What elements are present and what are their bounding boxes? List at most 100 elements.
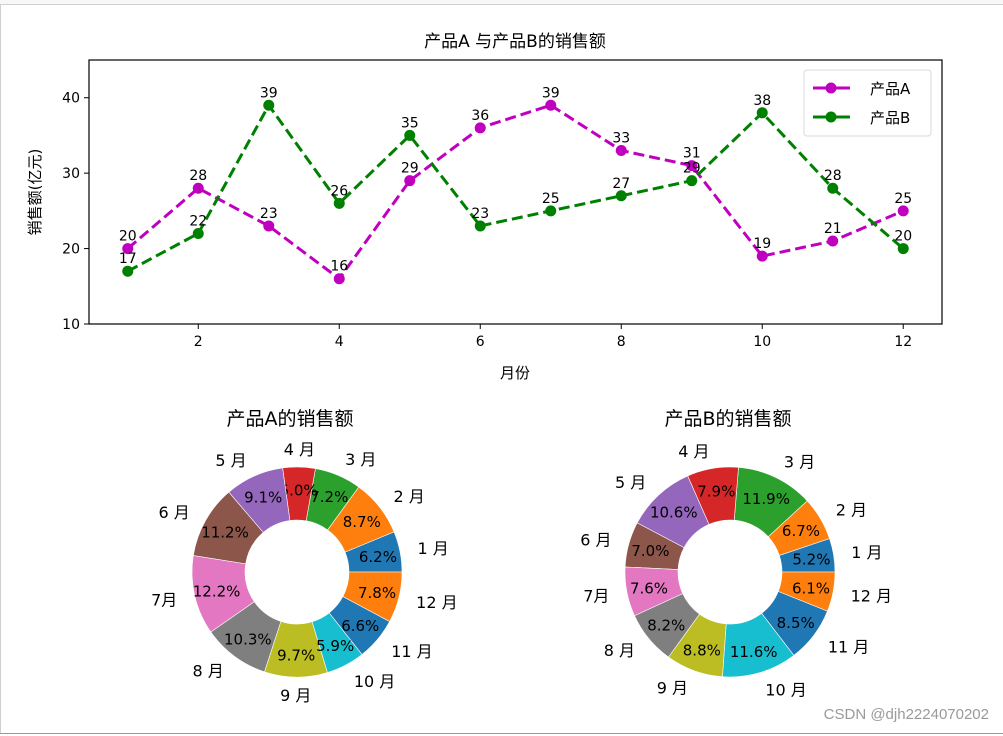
data-label: 29: [401, 161, 419, 177]
slice-month-label: 3 月: [784, 453, 815, 472]
slice-month-label: 5 月: [615, 473, 646, 492]
data-label: 31: [683, 146, 701, 162]
slice-month-label: 6 月: [580, 531, 611, 550]
slice-percent-label: 7.8%: [358, 584, 396, 602]
data-label: 29: [683, 161, 701, 177]
y-axis: 10 20 30 40: [62, 91, 89, 333]
slice-percent-label: 5.2%: [792, 551, 830, 569]
data-point: [545, 99, 557, 111]
slice-month-label: 4 月: [678, 442, 709, 461]
x-tick-label: 4: [335, 334, 344, 350]
data-point: [192, 227, 204, 239]
y-tick-label: 30: [62, 166, 80, 182]
series-product-a: 20 28 23 16 29 36 39 33 31 19 21 25: [119, 85, 912, 285]
data-label: 16: [330, 259, 348, 275]
x-axis-label: 月份: [500, 364, 530, 382]
slice-month-label: 1 月: [851, 543, 882, 562]
data-point: [404, 175, 416, 187]
slice-percent-label: 7.2%: [310, 488, 348, 506]
line-chart-title: 产品A 与产品B的销售额: [424, 32, 606, 52]
slice-percent-label: 8.2%: [647, 616, 685, 634]
slice-percent-label: 10.3%: [224, 630, 272, 648]
slice-month-label: 3 月: [345, 450, 376, 469]
data-point: [897, 205, 909, 217]
x-tick-label: 8: [617, 334, 626, 350]
data-point: [122, 243, 134, 255]
y-tick-label: 10: [62, 317, 80, 333]
series-line: [127, 102, 905, 273]
slice-month-label: 11 月: [828, 637, 869, 656]
x-tick-label: 12: [894, 334, 912, 350]
data-label: 39: [260, 85, 278, 101]
legend-marker-a: [825, 82, 837, 94]
data-point: [756, 107, 768, 119]
legend-label-b: 产品B: [870, 109, 910, 127]
y-axis-label: 销售额(亿元): [26, 149, 44, 236]
data-point: [474, 220, 486, 232]
slice-percent-label: 11.6%: [730, 643, 778, 661]
slice-percent-label: 8.7%: [343, 513, 381, 531]
slice-month-label: 10 月: [354, 672, 395, 691]
legend-item-product-b: 产品B: [813, 109, 910, 127]
data-point: [686, 160, 698, 172]
data-point: [615, 145, 627, 157]
window-bottom-border: [0, 733, 1003, 734]
slice-percent-label: 8.8%: [683, 642, 721, 660]
data-label: 17: [119, 251, 137, 267]
slice-percent-label: 6.1%: [792, 580, 830, 598]
data-label: 23: [260, 206, 278, 222]
donut-slice: [777, 571, 836, 612]
donut-chart-product-a: 产品A的销售额 6.2% 1 月 8.7% 2 月 7.2% 3 月 5.0% 4 月 9.1%…: [151, 408, 458, 705]
data-label: 39: [542, 85, 560, 101]
series-line: [126, 103, 904, 281]
data-point: [615, 190, 627, 202]
y-tick-label: 40: [62, 91, 80, 107]
slice-month-label: 10 月: [765, 681, 806, 700]
data-point: [192, 182, 204, 194]
x-tick-label: 10: [753, 334, 771, 350]
slice-month-label: 7月: [583, 586, 609, 605]
slice-month-label: 6 月: [159, 503, 190, 522]
data-label: 38: [753, 93, 771, 109]
data-point: [263, 99, 275, 111]
data-label: 33: [612, 131, 630, 147]
slice-month-label: 4 月: [284, 440, 315, 459]
data-label: 22: [189, 213, 207, 229]
donut-a-title: 产品A的销售额: [227, 408, 354, 430]
data-point: [756, 250, 768, 262]
data-label: 35: [401, 115, 419, 131]
slice-month-label: 8 月: [193, 662, 224, 681]
donut-b-slices: 5.2% 1 月 6.7% 2 月 11.9% 3 月 7.9% 4 月 10.6%5 月 7.0…: [580, 442, 892, 700]
slice-percent-label: 9.1%: [244, 489, 282, 507]
data-label: 19: [753, 236, 771, 252]
slice-percent-label: 11.9%: [742, 490, 790, 508]
x-tick-label: 2: [194, 334, 203, 350]
series-layer: 20 28 23 16 29 36 39 33 31 19 21 25 17 22 39 26 35 23 25 27…: [119, 85, 912, 285]
data-label: 36: [471, 108, 489, 124]
line-chart: 产品A 与产品B的销售额 10 20 30 40 2 4 6 8 10 12 月份 销售额(亿元…: [26, 32, 943, 382]
data-point: [686, 175, 698, 187]
data-label: 28: [824, 168, 842, 184]
slice-month-label: 1 月: [417, 539, 448, 558]
donut-chart-product-b: 产品B的销售额 5.2% 1 月 6.7% 2 月 11.9% 3 月 7.9% 4 月 10.…: [580, 408, 892, 700]
slice-month-label: 9 月: [280, 686, 311, 705]
slice-percent-label: 7.9%: [697, 483, 735, 501]
data-point: [333, 197, 345, 209]
slice-percent-label: 8.5%: [777, 614, 815, 632]
slice-percent-label: 6.7%: [782, 522, 820, 540]
legend-item-product-a: 产品A: [813, 80, 911, 98]
slice-percent-label: 7.6%: [630, 580, 668, 598]
donut-b-title: 产品B的销售额: [664, 408, 791, 430]
data-point: [263, 220, 275, 232]
data-point: [333, 273, 345, 285]
data-label: 20: [894, 229, 912, 245]
legend-label-a: 产品A: [870, 80, 911, 98]
slice-percent-label: 12.2%: [193, 582, 241, 600]
data-label: 25: [542, 191, 560, 207]
legend: 产品A 产品B: [803, 69, 932, 137]
slice-percent-label: 5.0%: [280, 482, 318, 500]
x-tick-label: 6: [476, 334, 485, 350]
data-label: 20: [119, 229, 137, 245]
slice-percent-label: 6.6%: [341, 617, 379, 635]
slice-month-label: 2 月: [393, 487, 424, 506]
